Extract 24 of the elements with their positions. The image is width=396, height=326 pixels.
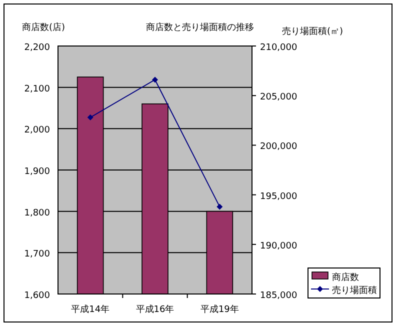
- y2-tick-label: 195,000: [260, 192, 298, 202]
- y2-tick-label: 205,000: [260, 92, 298, 103]
- y-tick-label: 1,800: [24, 208, 50, 218]
- point: [216, 204, 223, 210]
- point: [152, 76, 158, 83]
- legend-label: 商店数: [332, 272, 359, 283]
- y-tick-label: 2,100: [24, 84, 50, 94]
- y2-tick-label: 190,000: [260, 241, 298, 252]
- y-tick-label: 1,700: [24, 250, 50, 260]
- y2-tick-label: 185,000: [260, 291, 298, 301]
- x-tick-label: 平成14年: [71, 304, 110, 315]
- point: [87, 114, 94, 120]
- y2-axis-title: 売り場面積(㎡): [282, 26, 344, 37]
- y2-tick-label: 200,000: [260, 142, 298, 152]
- y-tick-label: 1,600: [24, 291, 50, 301]
- chart-title: 商店数と売り場面積の推移: [146, 22, 254, 33]
- x-tick-label: 平成19年: [200, 304, 239, 315]
- y-tick-label: 1,900: [24, 167, 50, 177]
- y2-tick-label: 210,000: [260, 43, 298, 53]
- legend-label: 売り場面積: [332, 285, 377, 296]
- y-tick-label: 2,200: [24, 43, 50, 53]
- x-tick-label: 平成16年: [136, 304, 174, 315]
- y-axis-title: 商店数(店): [22, 22, 66, 33]
- y-tick-label: 2,000: [24, 126, 50, 136]
